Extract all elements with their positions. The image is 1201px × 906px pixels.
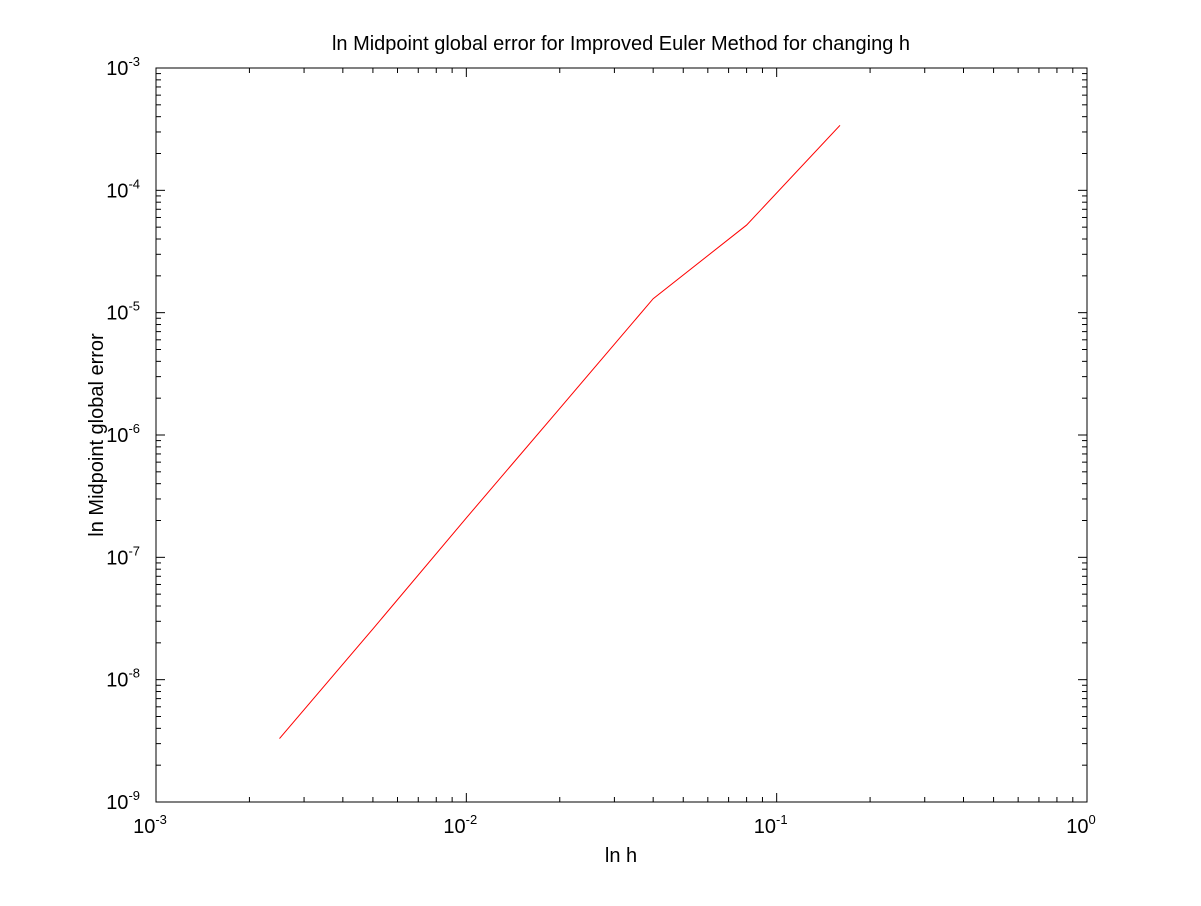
series-layer — [279, 124, 841, 739]
x-tick-label: 10-3 — [133, 812, 167, 838]
x-tick-labels: 10-3 10-2 10-1 100 — [133, 812, 1096, 838]
y-tick-label: 10-4 — [106, 176, 140, 202]
y-axis-label: ln Midpoint global error — [86, 333, 108, 537]
chart-title: ln Midpoint global error for Improved Eu… — [332, 33, 910, 55]
y-tick-labels: 10-9 10-8 10-7 10-6 10-5 10-4 10-3 — [106, 54, 140, 814]
x-tick-label: 10-1 — [754, 812, 788, 838]
y-tick-label: 10-5 — [106, 299, 140, 325]
x-tick-label: 10-2 — [443, 812, 477, 838]
x-tick-label: 100 — [1066, 812, 1095, 838]
series-line — [279, 124, 841, 739]
y-tick-label: 10-9 — [106, 788, 140, 814]
x-axis-label: ln h — [605, 845, 637, 867]
plot-area — [156, 68, 1087, 802]
minor-ticks — [156, 68, 1087, 802]
y-tick-label: 10-8 — [106, 666, 140, 692]
y-tick-label: 10-3 — [106, 54, 140, 80]
y-tick-label: 10-7 — [106, 543, 140, 569]
y-tick-label: 10-6 — [106, 421, 140, 447]
plot-frame — [155, 67, 1088, 803]
